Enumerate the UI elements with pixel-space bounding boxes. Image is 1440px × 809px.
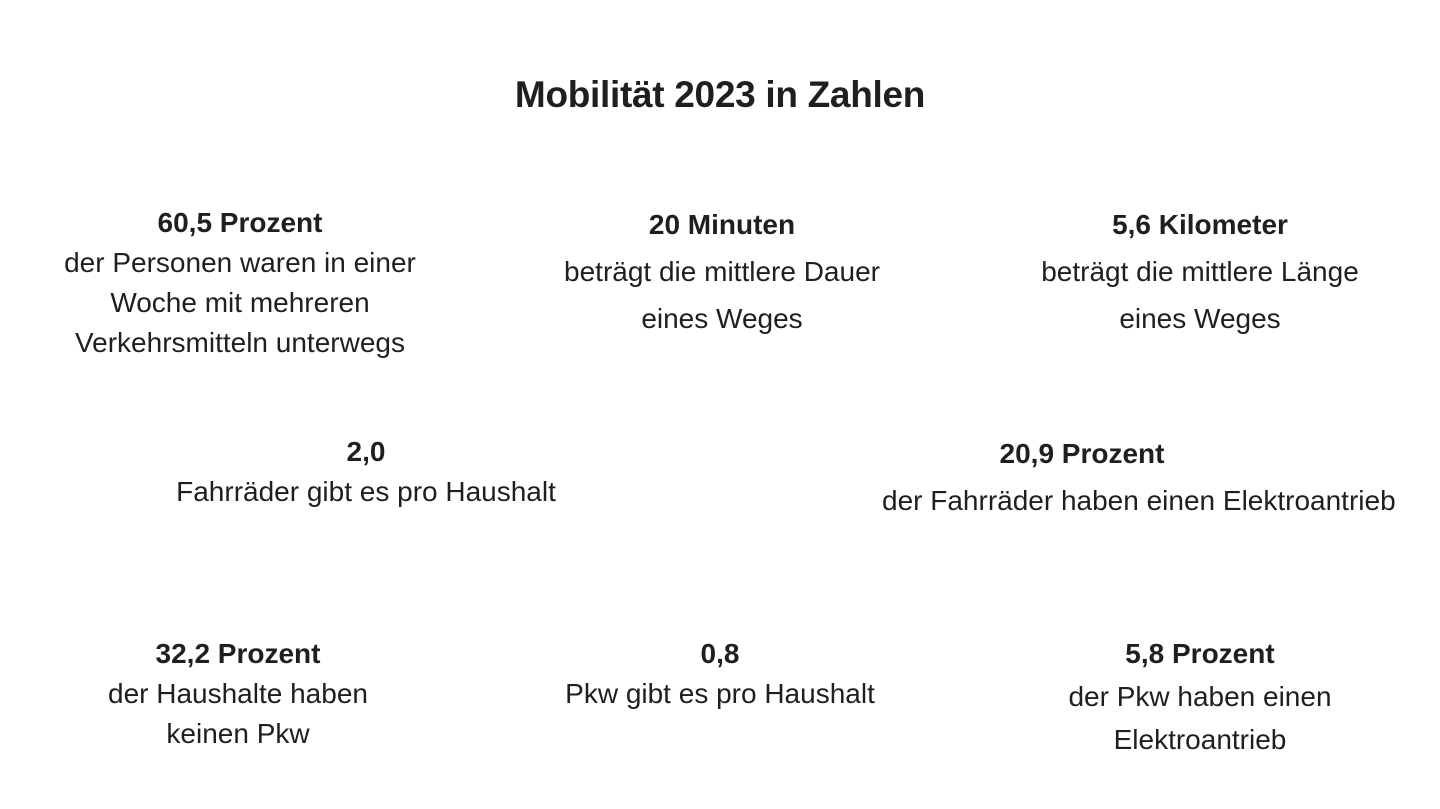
stat-label-line: beträgt die mittlere Länge	[1041, 256, 1359, 287]
stat-value: 32,2 Prozent	[155, 638, 321, 669]
stat-value: 0,8	[700, 638, 740, 669]
stat-value: 20 Minuten	[648, 209, 796, 240]
stat-label-line: beträgt die mittlere Dauer	[564, 256, 880, 287]
stat-value: 2,0	[346, 436, 386, 467]
stat-label-line: der Fahrräder haben einen Elektroantrieb	[882, 485, 1396, 516]
page-title: Mobilität 2023 in Zahlen	[514, 74, 926, 115]
stat-label-line: Elektroantrieb	[1113, 724, 1287, 755]
stat-block-mean-trip-length: 5,6 Kilometer beträgt die mittlere Länge…	[1000, 201, 1400, 342]
stat-block-multimodal-share: 60,5 Prozent der Personen waren in einer…	[40, 203, 440, 363]
stat-value: 60,5 Prozent	[157, 207, 323, 238]
stat-value: 20,9 Prozent	[999, 438, 1165, 469]
stat-label-line: eines Weges	[1119, 303, 1281, 334]
stat-block-mean-trip-duration: 20 Minuten beträgt die mittlere Dauer ei…	[522, 201, 922, 342]
stat-block-carless-households: 32,2 Prozent der Haushalte haben keinen …	[38, 634, 438, 754]
stat-value: 5,6 Kilometer	[1112, 209, 1288, 240]
stat-label-line: Verkehrsmitteln unterwegs	[75, 327, 405, 358]
stat-value: 5,8 Prozent	[1125, 638, 1275, 669]
stat-label-line: Fahrräder gibt es pro Haushalt	[176, 476, 556, 507]
stat-block-cars-per-household: 0,8 Pkw gibt es pro Haushalt	[520, 634, 920, 714]
stat-label-line: keinen Pkw	[166, 718, 310, 749]
stat-block-ebike-share: 20,9 Prozent der Fahrräder haben einen E…	[882, 430, 1396, 524]
stat-label-line: der Haushalte haben	[108, 678, 368, 709]
stat-label-line: Woche mit mehreren	[110, 287, 370, 318]
stat-label-line: der Pkw haben einen	[1068, 681, 1332, 712]
stat-label-line: Pkw gibt es pro Haushalt	[565, 678, 875, 709]
stat-block-bikes-per-household: 2,0 Fahrräder gibt es pro Haushalt	[166, 432, 566, 512]
stat-block-ev-share: 5,8 Prozent der Pkw haben einen Elektroa…	[1000, 632, 1400, 761]
stat-label-line: eines Weges	[641, 303, 803, 334]
stat-label-line: der Personen waren in einer	[64, 247, 416, 278]
